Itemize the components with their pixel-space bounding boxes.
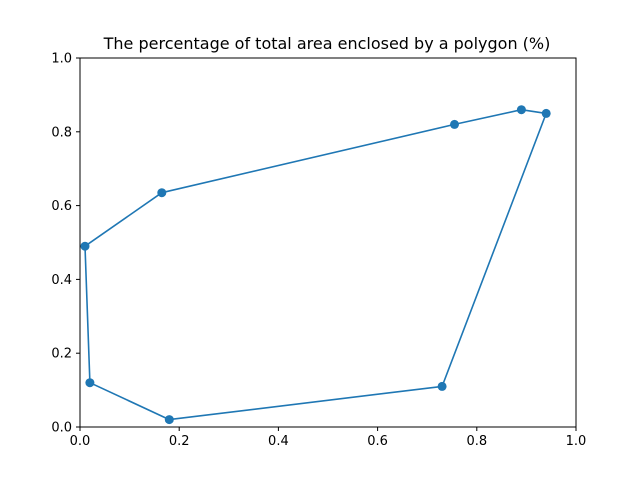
x-tick-label: 0.4 <box>268 434 289 449</box>
x-tick-label: 0.8 <box>466 434 487 449</box>
data-point-marker <box>80 241 90 251</box>
y-tick-label: 0.8 <box>51 125 72 140</box>
x-tick-label: 0.0 <box>70 434 91 449</box>
data-point-marker <box>516 105 526 115</box>
axes-frame <box>79 57 577 428</box>
y-tick-label: 0.0 <box>51 421 72 436</box>
y-tick-label: 0.4 <box>51 273 72 288</box>
y-tick-label: 1.0 <box>51 52 72 67</box>
y-tick-label: 0.6 <box>51 199 72 214</box>
data-point-marker <box>164 415 174 425</box>
x-tick-label: 0.6 <box>367 434 388 449</box>
data-point-marker <box>450 119 459 129</box>
chart-title: The percentage of total area enclosed by… <box>103 34 551 53</box>
series-layer <box>80 105 551 425</box>
data-point-marker <box>437 381 447 391</box>
y-tick-label: 0.2 <box>51 347 72 362</box>
data-point-marker <box>85 378 95 388</box>
x-tick-label: 0.2 <box>169 434 190 449</box>
axis-ticks: 0.0 0.2 0.4 0.6 0.8 1.0 0.0 0.2 0.4 0.6 0.8 1.0 <box>51 52 586 450</box>
x-tick-label: 1.0 <box>566 434 587 449</box>
data-point-marker <box>157 188 167 198</box>
data-point-marker <box>541 108 551 118</box>
